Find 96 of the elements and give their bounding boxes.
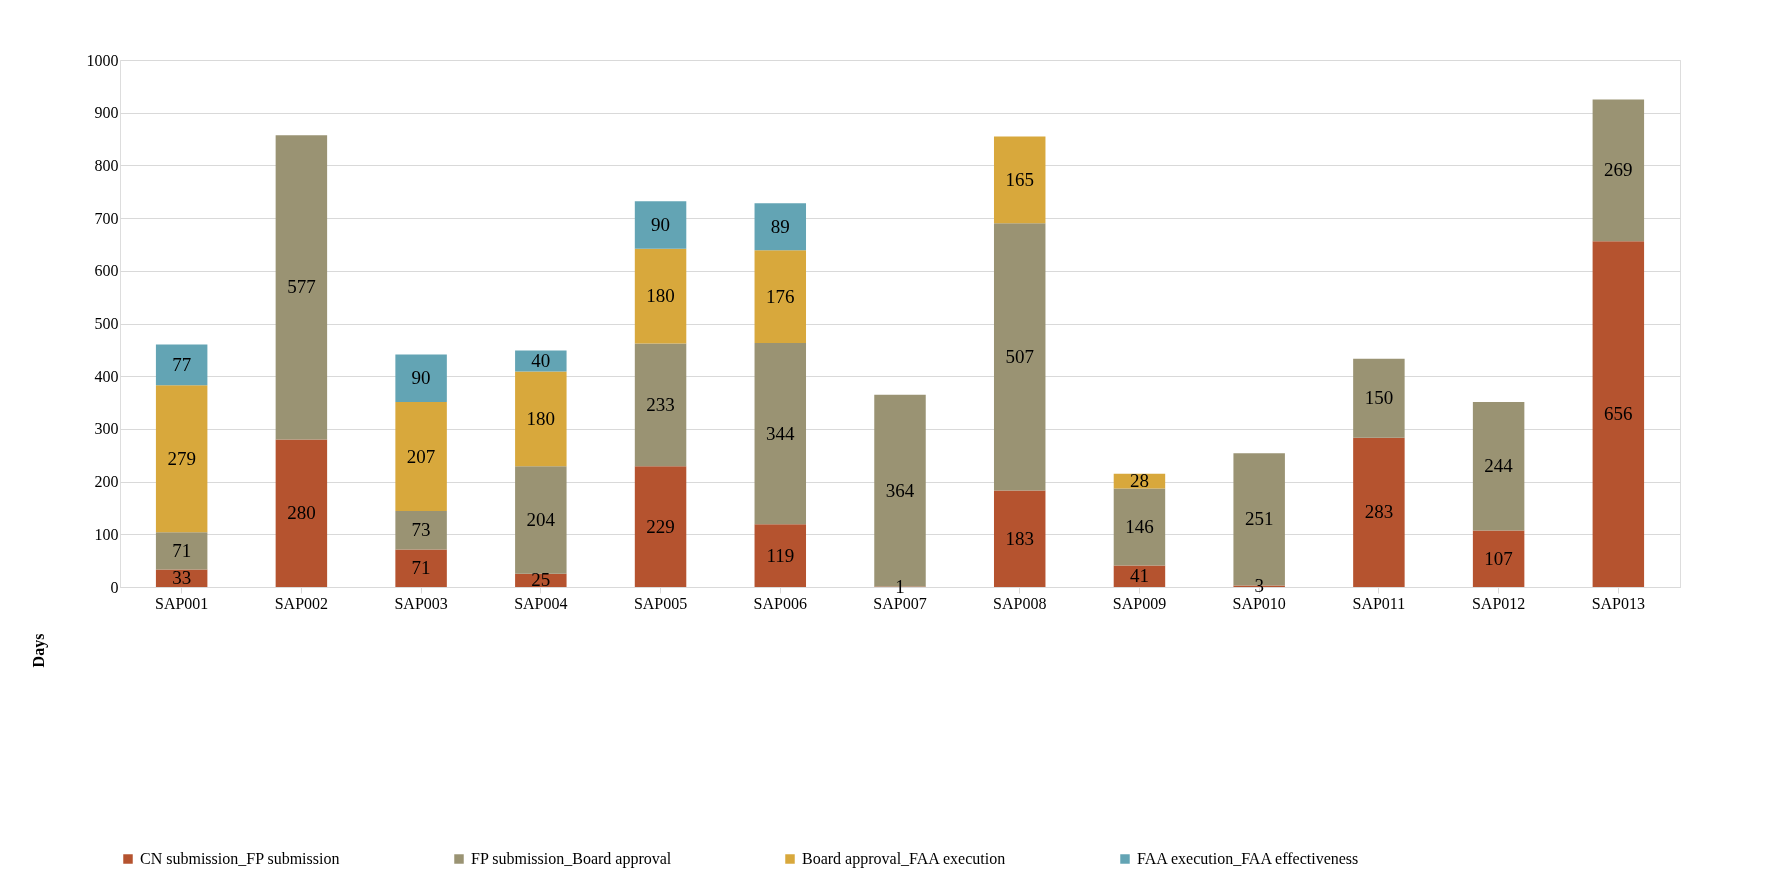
bar xyxy=(395,511,447,550)
legend-label: FP submission_Board approval xyxy=(471,850,672,868)
bar xyxy=(634,248,687,344)
bar xyxy=(634,466,687,587)
data-label: 207 xyxy=(406,445,436,467)
data-label: 71 xyxy=(172,539,192,561)
data-label: 176 xyxy=(766,285,795,307)
bar xyxy=(155,532,208,570)
legend-label: FAA execution_FAA effectiveness xyxy=(1137,850,1359,867)
x-tick-label: SAP008 xyxy=(993,594,1047,612)
data-label: 507 xyxy=(1005,345,1034,367)
x-tick-label: SAP003 xyxy=(394,594,448,612)
bar xyxy=(1353,358,1405,438)
data-label: 180 xyxy=(646,285,675,307)
data-label: 90 xyxy=(411,367,431,389)
bar xyxy=(395,549,447,587)
bar xyxy=(275,135,328,440)
data-label: 90 xyxy=(651,213,671,235)
data-label: 28 xyxy=(1129,470,1149,492)
data-label: 180 xyxy=(526,407,556,429)
data-label: 40 xyxy=(531,349,551,371)
x-tick-label: SAP012 xyxy=(1471,594,1526,612)
x-tick-label: SAP007 xyxy=(873,594,927,612)
bar xyxy=(993,490,1046,587)
y-tick-label: 100 xyxy=(94,525,119,543)
data-label: 119 xyxy=(766,544,795,566)
data-label: 1 xyxy=(895,575,905,597)
bar xyxy=(515,466,567,574)
x-tick-label: SAP010 xyxy=(1232,594,1286,612)
data-label: 204 xyxy=(526,509,556,531)
x-tick-label: SAP001 xyxy=(154,594,209,612)
x-tick-label: SAP002 xyxy=(274,594,329,612)
data-label: 71 xyxy=(411,557,431,579)
y-tick-label: 200 xyxy=(94,473,119,491)
bar xyxy=(395,402,447,512)
bar xyxy=(1472,402,1525,531)
bar xyxy=(1353,437,1405,587)
bar xyxy=(754,250,807,343)
bar xyxy=(1592,241,1645,587)
bar xyxy=(1592,99,1645,242)
data-label: 77 xyxy=(172,353,192,375)
data-label: 165 xyxy=(1005,168,1034,190)
data-label: 229 xyxy=(646,515,675,537)
bar xyxy=(1472,530,1525,587)
data-label: 107 xyxy=(1484,547,1513,569)
bar xyxy=(155,344,208,386)
bar xyxy=(634,201,687,249)
data-label: 41 xyxy=(1129,565,1149,587)
x-tick-label: SAP006 xyxy=(753,594,807,612)
bar xyxy=(754,203,807,251)
data-label: 251 xyxy=(1244,508,1274,530)
y-tick-label: 1000 xyxy=(86,51,119,69)
bar xyxy=(993,223,1046,491)
y-tick-label: 500 xyxy=(94,315,119,332)
data-label: 280 xyxy=(287,502,316,524)
y-tick-label: 300 xyxy=(94,420,119,438)
bar xyxy=(754,524,807,587)
data-label: 25 xyxy=(531,569,551,591)
bar xyxy=(993,136,1046,224)
bar xyxy=(515,371,567,467)
data-label: 73 xyxy=(411,519,431,541)
data-label: 146 xyxy=(1125,515,1154,537)
data-label: 344 xyxy=(766,422,796,444)
data-label: 233 xyxy=(646,393,675,415)
data-label: 89 xyxy=(770,215,790,237)
y-tick-label: 400 xyxy=(94,367,119,385)
data-label: 183 xyxy=(1005,527,1034,549)
data-label: 656 xyxy=(1604,403,1633,425)
x-tick-label: SAP011 xyxy=(1352,594,1406,612)
data-label: 279 xyxy=(167,447,196,469)
data-label: 577 xyxy=(287,276,316,298)
data-label: 33 xyxy=(172,567,192,589)
y-tick-label: 900 xyxy=(94,104,119,122)
bar xyxy=(1113,488,1166,566)
bar xyxy=(754,343,807,525)
y-tick-label: 600 xyxy=(94,262,119,280)
data-label: 244 xyxy=(1484,455,1514,477)
y-tick-label: 700 xyxy=(94,209,119,227)
x-tick-label: SAP005 xyxy=(633,594,688,612)
bar xyxy=(634,343,687,467)
x-tick-label: SAP004 xyxy=(514,594,568,612)
x-tick-label: SAP009 xyxy=(1112,594,1167,612)
data-label: 269 xyxy=(1604,159,1633,181)
bar xyxy=(155,385,208,533)
y-axis-title: Days xyxy=(29,633,48,668)
bar xyxy=(275,439,328,587)
y-tick-label: 800 xyxy=(94,156,119,174)
bar xyxy=(395,354,447,403)
data-label: 150 xyxy=(1364,387,1394,409)
x-tick-label: SAP013 xyxy=(1591,594,1646,612)
bar xyxy=(1113,565,1166,587)
legend-label: CN submission_FP submission xyxy=(140,850,340,867)
y-tick-label: 0 xyxy=(110,578,119,596)
legend-label: Board approval_FAA execution xyxy=(802,850,1006,868)
data-label: 283 xyxy=(1364,501,1394,523)
data-label: 364 xyxy=(885,479,915,501)
